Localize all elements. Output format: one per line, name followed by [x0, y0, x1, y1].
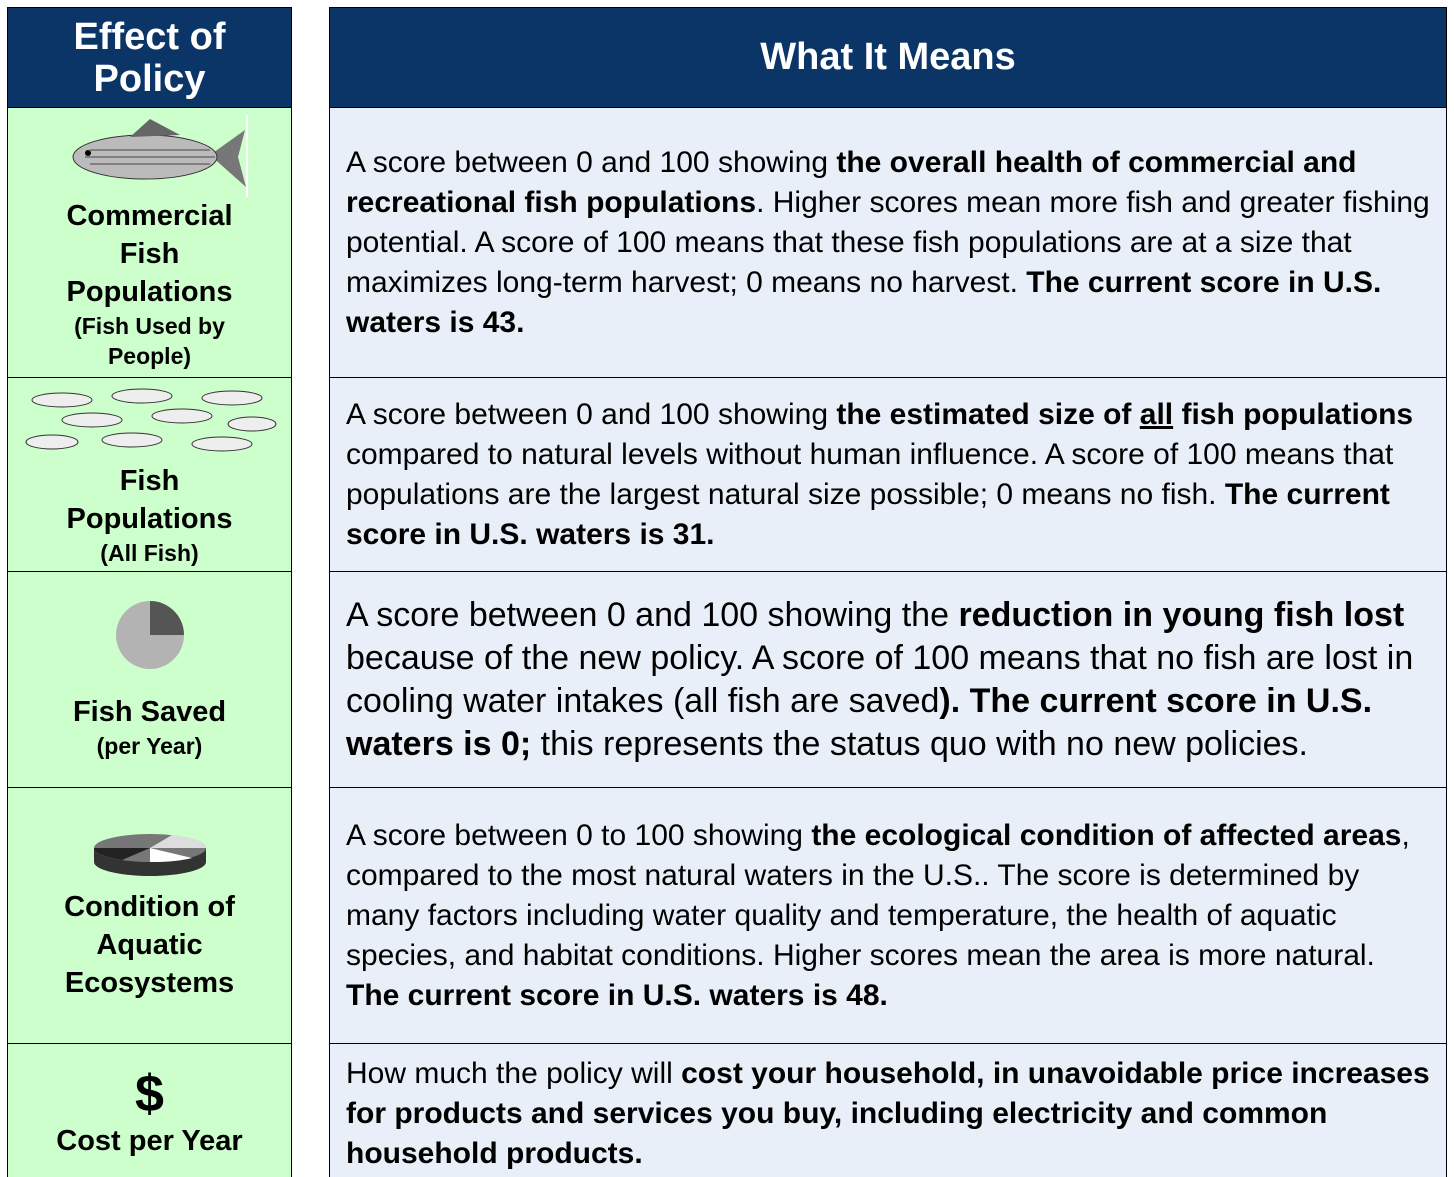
meaning-cell: A score between 0 and 100 showing the es…: [329, 378, 1447, 572]
description: A score between 0 and 100 showing the ov…: [346, 143, 1436, 343]
description-text: A score between 0 and 100 showing: [346, 146, 836, 179]
pie-icon: [114, 599, 186, 671]
page: Effect of Policy What It Means Commercia…: [0, 0, 1454, 1177]
right-header: What It Means: [329, 7, 1447, 108]
description-text: A score between 0 and 100 showing: [346, 398, 836, 431]
meaning-cell: How much the policy will cost your house…: [329, 1044, 1447, 1177]
description-text: all: [1140, 398, 1173, 431]
fish-school-icon: [22, 382, 278, 462]
fish-icon: [50, 115, 250, 197]
policy-sublabel: (Fish Used by People): [50, 311, 250, 371]
description: A score between 0 and 100 showing the es…: [346, 395, 1436, 555]
policy-cell: Fish Saved (per Year): [7, 572, 292, 788]
dollar-icon: $: [135, 1066, 164, 1122]
policy-cell: $ Cost per Year: [7, 1044, 292, 1177]
policy-cell: Commercial Fish Populations (Fish Used b…: [7, 108, 292, 378]
description: How much the policy will cost your house…: [346, 1054, 1436, 1174]
description-text: the ecological condition of affected are…: [811, 819, 1401, 852]
ecosystem-pie-icon: [92, 830, 208, 882]
meaning-cell: A score between 0 to 100 showing the eco…: [329, 788, 1447, 1044]
policy-sublabel: (per Year): [50, 731, 250, 761]
description-text: The current score in U.S. waters is 48.: [346, 979, 888, 1012]
description-text: A score between 0 and 100 showing the: [346, 596, 958, 634]
description: A score between 0 and 100 showing the re…: [346, 594, 1436, 766]
policy-sublabel: (All Fish): [50, 538, 250, 568]
policy-label: Fish Saved: [40, 693, 260, 731]
description-text: the estimated size of: [836, 398, 1139, 431]
policy-label: Condition of Aquatic Ecosystems: [40, 888, 260, 1002]
left-header: Effect of Policy: [7, 7, 292, 108]
description: A score between 0 to 100 showing the eco…: [346, 816, 1436, 1016]
meaning-cell: A score between 0 and 100 showing the re…: [329, 572, 1447, 788]
description-text: this represents the status quo with no n…: [531, 725, 1308, 763]
description-text: reduction in young fish lost: [958, 596, 1404, 634]
policy-cell: Condition of Aquatic Ecosystems: [7, 788, 292, 1044]
meaning-cell: A score between 0 and 100 showing the ov…: [329, 108, 1447, 378]
policy-label: Fish Populations: [40, 462, 260, 538]
policy-label: Cost per Year: [40, 1122, 260, 1160]
policy-label: Commercial Fish Populations: [40, 197, 260, 311]
policy-cell: Fish Populations (All Fish): [7, 378, 292, 572]
description-text: How much the policy will: [346, 1057, 681, 1090]
description-text: fish populations: [1173, 398, 1413, 431]
description-text: A score between 0 to 100 showing: [346, 819, 811, 852]
